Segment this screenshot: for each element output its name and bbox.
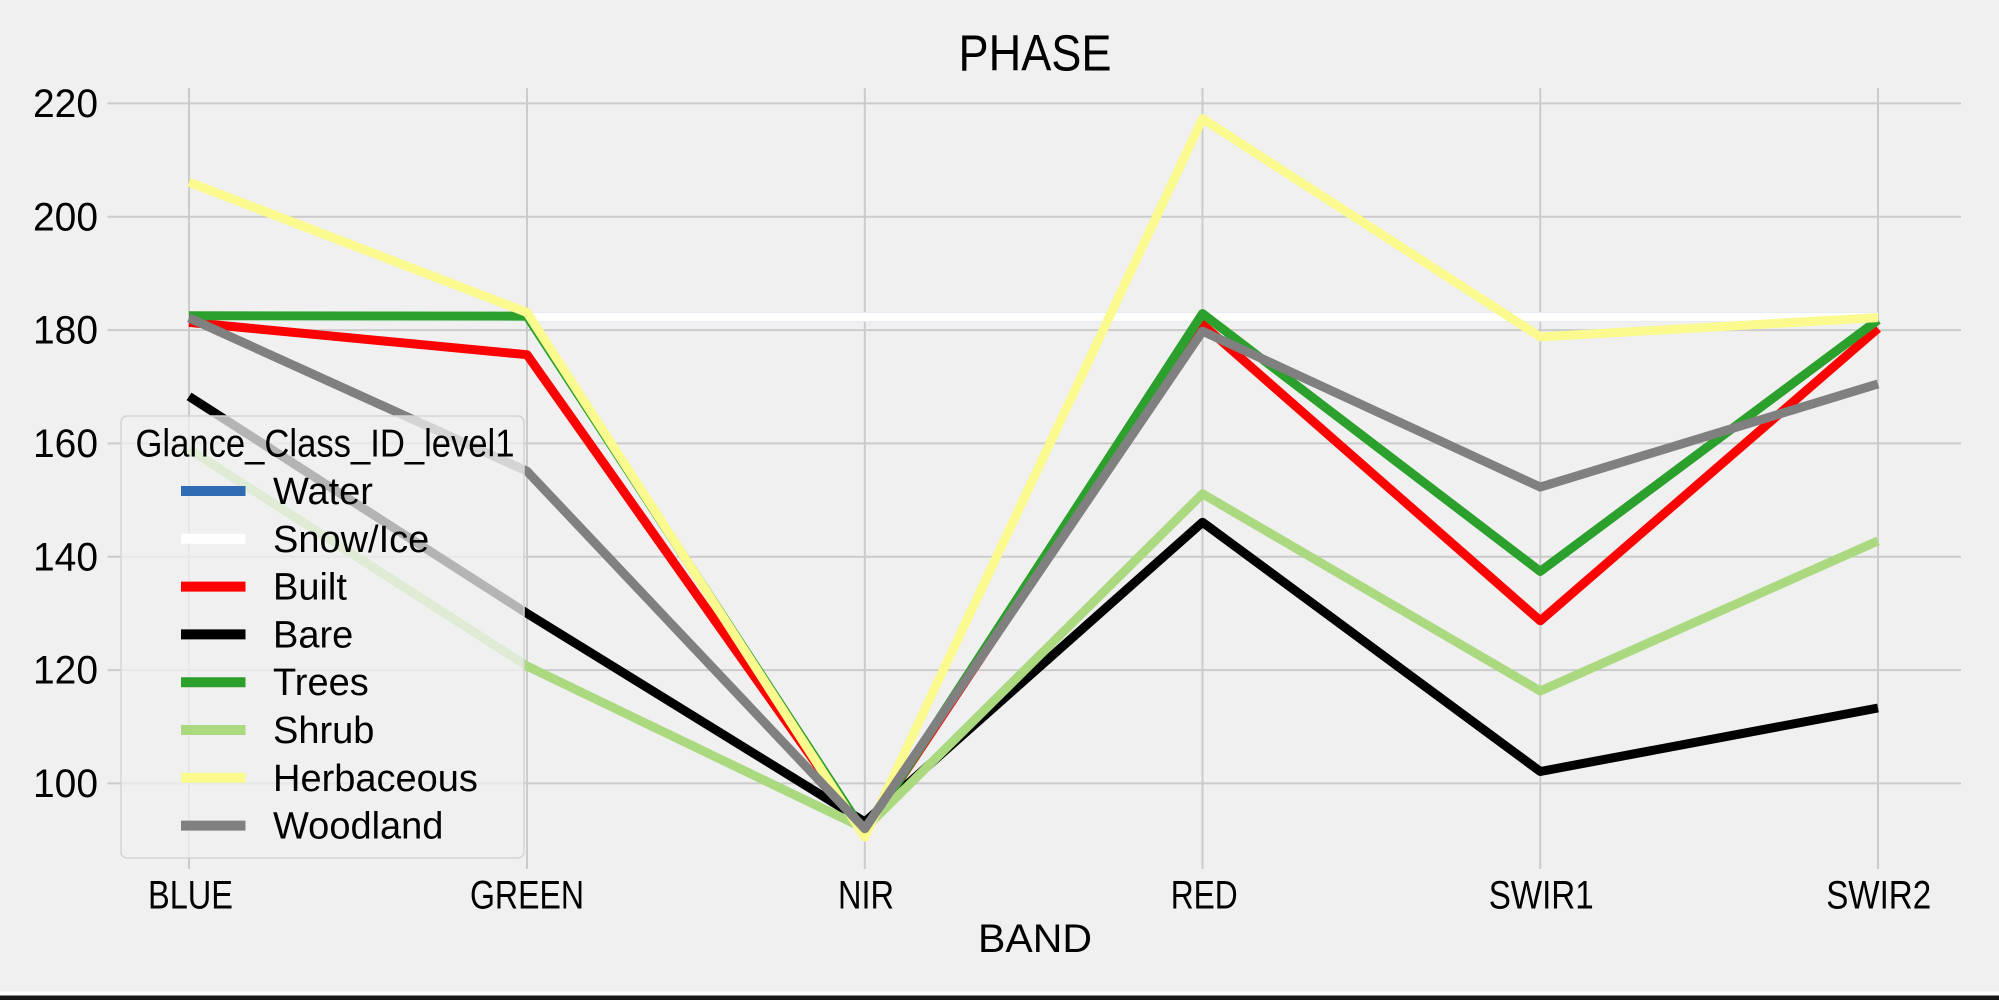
svg-text:Woodland: Woodland — [273, 806, 443, 848]
svg-text:SWIR2: SWIR2 — [1826, 873, 1931, 917]
svg-text:BLUE: BLUE — [148, 873, 233, 917]
svg-text:GREEN: GREEN — [470, 873, 584, 917]
svg-text:Shrub: Shrub — [273, 710, 374, 752]
svg-text:Glance_Class_ID_level1: Glance_Class_ID_level1 — [136, 423, 515, 466]
svg-text:Snow/Ice: Snow/Ice — [273, 519, 429, 561]
svg-text:180: 180 — [33, 309, 98, 353]
svg-text:SWIR1: SWIR1 — [1489, 873, 1594, 917]
svg-text:NIR: NIR — [838, 873, 894, 917]
svg-text:RED: RED — [1171, 873, 1238, 917]
svg-text:Bare: Bare — [273, 614, 353, 656]
svg-text:PHASE: PHASE — [959, 25, 1112, 82]
svg-text:140: 140 — [33, 535, 98, 579]
svg-text:Herbaceous: Herbaceous — [273, 758, 478, 800]
svg-text:220: 220 — [33, 82, 98, 126]
svg-text:Water: Water — [273, 471, 373, 513]
svg-text:BAND: BAND — [978, 917, 1092, 961]
svg-text:Built: Built — [273, 567, 347, 609]
svg-text:160: 160 — [33, 422, 98, 466]
svg-text:200: 200 — [33, 195, 98, 239]
svg-text:120: 120 — [33, 649, 98, 693]
svg-text:Trees: Trees — [273, 662, 369, 704]
svg-text:100: 100 — [33, 762, 98, 806]
